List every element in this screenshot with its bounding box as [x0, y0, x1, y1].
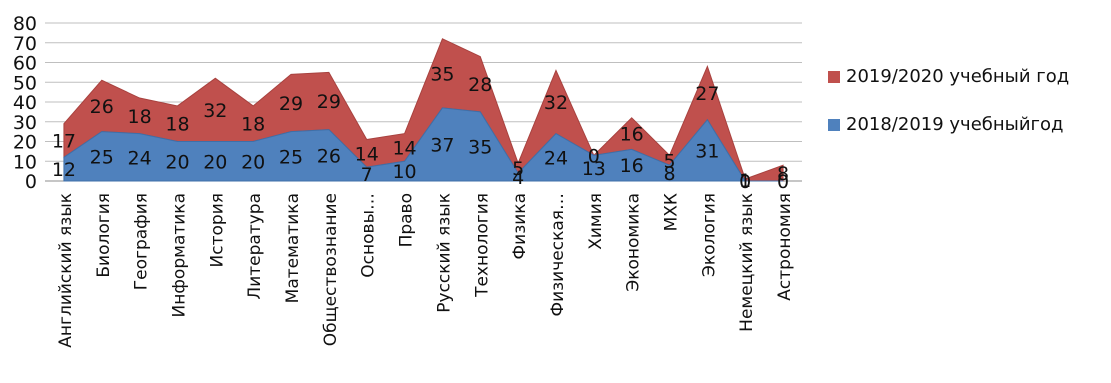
y-tick-label: 30	[13, 112, 37, 134]
data-label-2019-2020: 5	[663, 150, 675, 172]
legend-item: 2019/2020 учебный год	[828, 66, 1069, 87]
data-label-2018-2019: 12	[52, 159, 76, 181]
data-label-2019-2020: 8	[777, 163, 789, 185]
data-label-2019-2020: 5	[512, 158, 524, 180]
data-label-2018-2019: 35	[468, 136, 492, 158]
data-label-2018-2019: 31	[695, 140, 719, 162]
x-tick-label: Химия	[586, 193, 606, 250]
data-label-2019-2020: 17	[52, 131, 76, 153]
x-tick-label: Биология	[94, 193, 114, 278]
x-tick-label: География	[132, 193, 152, 290]
data-label-2019-2020: 32	[544, 92, 568, 114]
legend-label: 2018/2019 учебныйгод	[846, 114, 1064, 135]
y-tick-label: 50	[13, 72, 37, 94]
data-label-2018-2019: 4	[512, 167, 524, 189]
data-label-2019-2020: 28	[468, 74, 492, 96]
data-label-2018-2019: 26	[317, 145, 341, 167]
legend-item: 2018/2019 учебныйгод	[828, 114, 1063, 135]
x-tick-label: Право	[397, 193, 417, 247]
data-label-2018-2019: 10	[392, 161, 416, 183]
x-tick-label: МХК	[662, 193, 682, 231]
data-label-2019-2020: 14	[355, 143, 379, 165]
data-label-2019-2020: 16	[620, 124, 644, 146]
y-tick-label: 80	[13, 13, 37, 35]
x-tick-label: Астрономия	[775, 193, 795, 301]
data-label-2019-2020: 29	[279, 93, 303, 115]
x-tick-label: Английский язык	[56, 193, 76, 348]
data-label-2018-2019: 25	[279, 146, 303, 168]
y-tick-label: 20	[13, 132, 37, 154]
x-tick-label: Математика	[283, 193, 303, 303]
x-tick-label: Обществознание	[321, 193, 341, 346]
data-label-2019-2020: 29	[317, 91, 341, 113]
x-tick-label: Русский язык	[434, 193, 454, 313]
data-label-2019-2020: 27	[695, 83, 719, 105]
data-label-2018-2019: 0	[739, 171, 751, 193]
data-label-2018-2019: 20	[241, 151, 265, 173]
x-tick-label: Физическая…	[548, 193, 568, 317]
data-label-2018-2019: 37	[430, 134, 454, 156]
x-tick-label: Экономика	[624, 193, 644, 292]
data-label-2018-2019: 16	[620, 155, 644, 177]
y-tick-label: 60	[13, 53, 37, 75]
data-label-2019-2020: 32	[203, 100, 227, 122]
data-label-2018-2019: 20	[165, 151, 189, 173]
x-tick-label: Экология	[699, 193, 719, 277]
data-label-2019-2020: 14	[392, 137, 416, 159]
data-label-2018-2019: 24	[128, 147, 152, 169]
area-2018-2019	[63, 107, 784, 182]
legend-label: 2019/2020 учебный год	[846, 66, 1070, 87]
data-label-2019-2020: 18	[241, 114, 265, 136]
area-series	[63, 38, 784, 182]
y-tick-label: 10	[13, 151, 37, 173]
data-label-2019-2020: 35	[430, 63, 454, 85]
data-label-2018-2019: 0	[777, 171, 789, 193]
data-label-2019-2020: 1	[739, 170, 751, 192]
y-tick-label: 70	[13, 33, 37, 55]
x-tick-label: Технология	[472, 193, 492, 298]
data-label-2018-2019: 8	[663, 163, 675, 185]
y-tick-label: 0	[25, 171, 37, 193]
x-axis-tick-labels: Английский язык Биология География Информат…	[56, 193, 795, 348]
data-label-2019-2020: 18	[165, 114, 189, 136]
x-tick-label: Литература	[245, 193, 265, 300]
data-label-2019-2020: 18	[128, 106, 152, 128]
data-label-2018-2019: 13	[582, 158, 606, 180]
data-label-2019-2020: 26	[90, 96, 114, 118]
x-tick-label: Немецкий язык	[737, 193, 757, 332]
x-tick-label: Информатика	[169, 193, 189, 317]
data-label-2018-2019: 24	[544, 147, 568, 169]
x-tick-label: История	[207, 193, 227, 267]
data-label-2018-2019: 20	[203, 151, 227, 173]
data-label-2019-2020: 0	[588, 145, 600, 167]
x-tick-label: Основы…	[359, 193, 379, 278]
legend-swatch	[828, 118, 840, 131]
data-label-2018-2019: 25	[90, 146, 114, 168]
x-tick-label: Физика	[510, 193, 530, 259]
y-tick-label: 40	[13, 92, 37, 114]
legend-swatch	[828, 70, 840, 83]
data-label-2018-2019: 7	[361, 164, 373, 186]
